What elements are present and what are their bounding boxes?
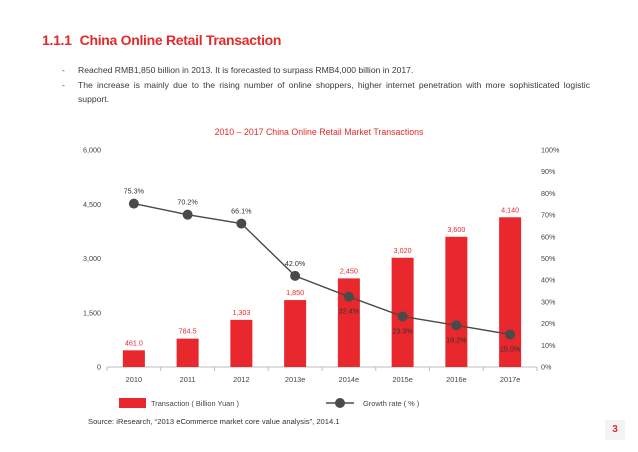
right-axis-tick-label: 90%	[541, 167, 556, 176]
right-axis-tick-label: 0%	[541, 363, 552, 372]
bullet-item: - The increase is mainly due to the risi…	[62, 78, 590, 107]
left-axis-tick-label: 4,500	[83, 200, 101, 209]
chart-title: 2010 – 2017 China Online Retail Market T…	[214, 127, 424, 137]
transaction-data-label: 784.5	[179, 327, 197, 336]
right-axis-tick-label: 30%	[541, 297, 556, 306]
page-number: 3	[605, 420, 625, 440]
left-axis-tick-label: 0	[97, 363, 101, 372]
x-axis-tick-label: 2016e	[446, 375, 467, 384]
x-axis-tick-label: 2012	[233, 375, 249, 384]
right-axis-tick-label: 50%	[541, 254, 556, 263]
legend-line-label: Growth rate ( % )	[363, 399, 419, 408]
transaction-bar	[122, 350, 145, 367]
growth-rate-data-label: 15.0%	[500, 344, 521, 353]
transaction-data-label: 3,020	[394, 246, 412, 255]
legend-bar-label: Transaction ( Billion Yuan )	[151, 399, 239, 408]
growth-rate-point	[236, 218, 247, 229]
transaction-data-label: 3,600	[447, 225, 465, 234]
transaction-bar	[337, 278, 360, 367]
x-axis-tick-label: 2017e	[500, 375, 521, 384]
transaction-bar	[176, 338, 199, 367]
right-axis-tick-label: 70%	[541, 211, 556, 220]
growth-rate-point	[182, 209, 193, 220]
left-axis-tick-label: 1,500	[83, 308, 101, 317]
growth-rate-point	[451, 320, 462, 331]
bullet-text: The increase is mainly due to the rising…	[78, 79, 590, 105]
transaction-data-label: 1,850	[286, 288, 304, 297]
bullet-item: - Reached RMB1,850 billion in 2013. It i…	[62, 63, 590, 78]
transaction-data-label: 1,303	[232, 308, 250, 317]
transaction-bar	[499, 217, 522, 367]
bullet-marker: -	[62, 65, 65, 75]
growth-rate-data-label: 70.2%	[177, 198, 198, 207]
bullet-marker: -	[62, 79, 65, 90]
x-axis-tick-label: 2013e	[285, 375, 306, 384]
right-axis-tick-label: 60%	[541, 232, 556, 241]
growth-rate-point	[343, 291, 354, 302]
transaction-bar	[284, 300, 307, 367]
legend-bar-swatch	[119, 398, 146, 408]
section-number: 1.1.1	[42, 32, 72, 48]
left-axis-tick-label: 6,000	[83, 146, 101, 155]
growth-rate-data-label: 23.3%	[392, 326, 413, 335]
growth-rate-data-label: 19.2%	[446, 335, 467, 344]
transaction-data-label: 4,140	[501, 205, 519, 214]
growth-rate-data-label: 42.0%	[285, 259, 306, 268]
transaction-bar	[230, 319, 253, 367]
growth-rate-line	[133, 202, 511, 336]
bullet-list: - Reached RMB1,850 billion in 2013. It i…	[62, 63, 590, 107]
x-axis-tick-label: 2011	[180, 375, 196, 384]
growth-rate-point	[505, 329, 516, 340]
growth-rate-point	[128, 198, 139, 209]
section-heading: 1.1.1 China Online Retail Transaction	[42, 32, 281, 48]
right-axis-tick-label: 40%	[541, 276, 556, 285]
right-axis-tick-label: 10%	[541, 341, 556, 350]
left-axis-tick-label: 3,000	[83, 254, 101, 263]
growth-rate-point	[290, 270, 301, 281]
growth-rate-data-label: 32.4%	[339, 307, 360, 316]
bullet-text: Reached RMB1,850 billion in 2013. It is …	[78, 65, 414, 75]
growth-rate-data-label: 66.1%	[231, 207, 252, 216]
transaction-data-label: 2,450	[340, 266, 358, 275]
right-axis-tick-label: 100%	[541, 146, 560, 155]
right-axis-tick-label: 20%	[541, 319, 556, 328]
legend-line-marker	[335, 398, 345, 408]
growth-rate-point	[397, 311, 408, 322]
growth-rate-data-label: 75.3%	[124, 187, 145, 196]
right-axis-tick-label: 80%	[541, 189, 556, 198]
transaction-data-label: 461.0	[125, 338, 143, 347]
page-title: China Online Retail Transaction	[79, 32, 282, 48]
source-note: Source: iResearch, “2013 eCommerce marke…	[88, 417, 340, 426]
transaction-bar	[445, 236, 468, 367]
x-axis-tick-label: 2010	[126, 375, 142, 384]
x-axis-tick-label: 2014e	[339, 375, 360, 384]
x-axis-tick-label: 2015e	[392, 375, 413, 384]
